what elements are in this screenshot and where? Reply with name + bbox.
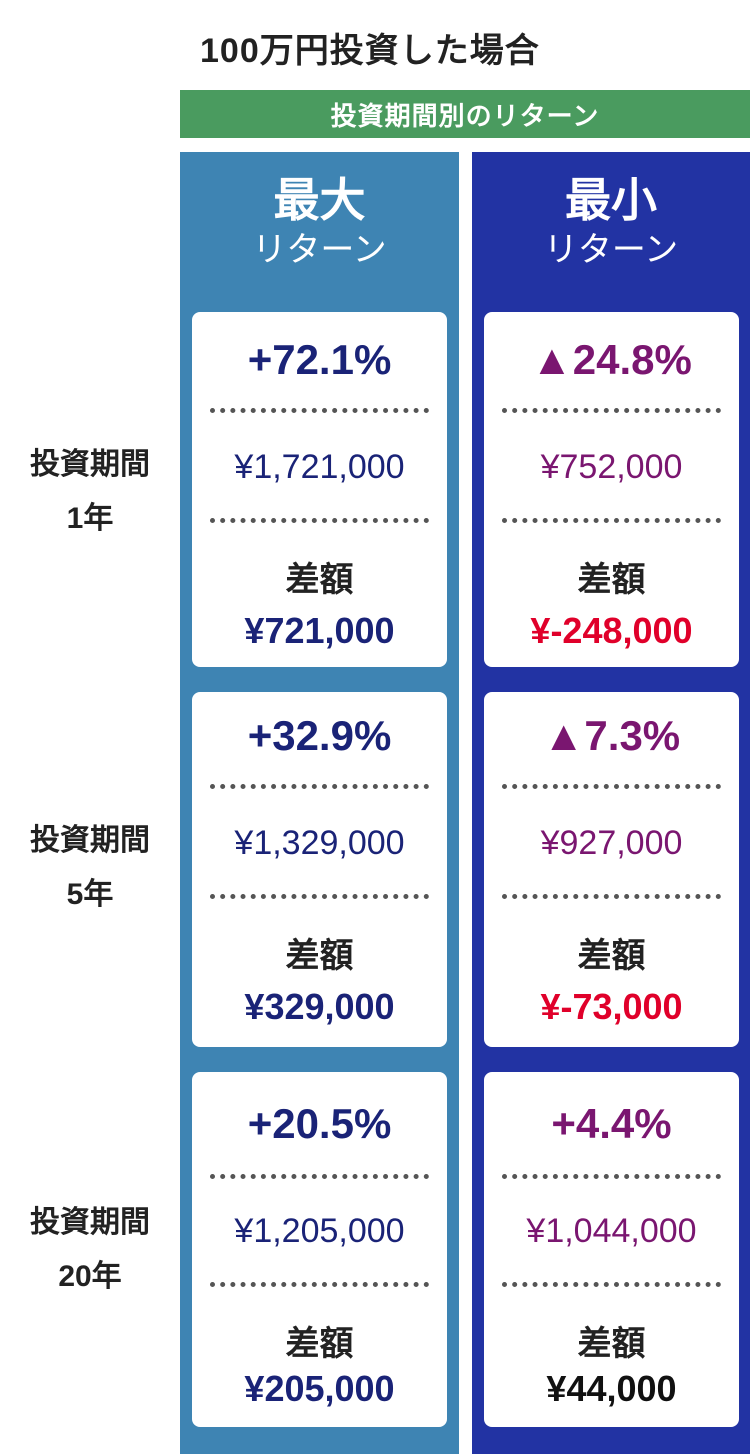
row-label-line2: 20年: [58, 1260, 122, 1293]
max-diff-5yr: ¥329,000: [244, 986, 395, 1027]
dotted-divider: [210, 408, 429, 413]
page-title: 100万円投資した場合: [200, 31, 540, 70]
dotted-divider: [502, 1174, 721, 1179]
dotted-divider: [210, 784, 429, 789]
dotted-divider: [502, 894, 721, 899]
min-column-title: 最小: [565, 174, 657, 226]
diff-label: 差額: [285, 1325, 354, 1363]
dotted-divider: [210, 894, 429, 899]
max-diff-20yr: ¥205,000: [244, 1368, 395, 1409]
max-return-column: 最大 リターン +72.1% ¥1,721,000 差額 ¥721,000 +3…: [180, 152, 459, 1454]
min-pct-1yr: ▲24.8%: [531, 336, 692, 383]
max-card-5yr: +32.9% ¥1,329,000 差額 ¥329,000: [192, 692, 447, 1047]
min-card-20yr: +4.4% ¥1,044,000 差額 ¥44,000: [484, 1072, 739, 1427]
min-diff-20yr: ¥44,000: [546, 1368, 677, 1409]
diff-label: 差額: [285, 937, 354, 975]
min-return-header: 最小 リターン: [472, 172, 750, 272]
max-amount-1yr: ¥1,721,000: [234, 448, 405, 486]
row-label-20yr: 投資期間 20年: [0, 1196, 180, 1304]
row-label-5yr: 投資期間 5年: [0, 814, 180, 922]
min-card-5yr: ▲7.3% ¥927,000 差額 ¥-73,000: [484, 692, 739, 1047]
diff-label: 差額: [285, 561, 354, 599]
section-banner: 投資期間別のリターン: [180, 90, 750, 138]
min-return-column: 最小 リターン ▲24.8% ¥752,000 差額 ¥-248,000 ▲7.…: [472, 152, 750, 1454]
min-amount-5yr: ¥927,000: [540, 824, 683, 862]
row-label-line2: 1年: [66, 502, 114, 535]
max-pct-5yr: +32.9%: [247, 712, 392, 759]
min-card-1yr: ▲24.8% ¥752,000 差額 ¥-248,000: [484, 312, 739, 667]
row-label-line2: 5年: [66, 878, 114, 911]
max-card-1yr: +72.1% ¥1,721,000 差額 ¥721,000: [192, 312, 447, 667]
max-card-20yr: +20.5% ¥1,205,000 差額 ¥205,000: [192, 1072, 447, 1427]
dotted-divider: [502, 408, 721, 413]
dotted-divider: [210, 518, 429, 523]
max-pct-1yr: +72.1%: [247, 336, 392, 383]
max-column-title: 最大: [273, 174, 366, 226]
row-label-line1: 投資期間: [30, 1206, 150, 1239]
dotted-divider: [502, 1282, 721, 1287]
min-pct-20yr: +4.4%: [551, 1100, 672, 1147]
min-diff-1yr: ¥-248,000: [530, 610, 693, 651]
min-diff-5yr: ¥-73,000: [540, 986, 683, 1027]
diff-label: 差額: [577, 561, 646, 599]
dotted-divider: [210, 1174, 429, 1179]
max-column-subtitle: リターン: [252, 231, 387, 269]
max-amount-5yr: ¥1,329,000: [234, 824, 405, 862]
dotted-divider: [502, 784, 721, 789]
min-amount-20yr: ¥1,044,000: [526, 1212, 697, 1250]
max-amount-20yr: ¥1,205,000: [234, 1212, 405, 1250]
dotted-divider: [502, 518, 721, 523]
max-return-header: 最大 リターン: [180, 172, 459, 272]
max-pct-20yr: +20.5%: [247, 1100, 392, 1147]
min-column-subtitle: リターン: [543, 231, 679, 269]
dotted-divider: [210, 1282, 429, 1287]
min-amount-1yr: ¥752,000: [540, 448, 683, 486]
row-label-1yr: 投資期間 1年: [0, 438, 180, 546]
max-diff-1yr: ¥721,000: [244, 610, 395, 651]
row-label-line1: 投資期間: [30, 824, 150, 857]
min-pct-5yr: ▲7.3%: [542, 712, 681, 759]
diff-label: 差額: [577, 1325, 646, 1363]
diff-label: 差額: [577, 937, 646, 975]
row-label-line1: 投資期間: [30, 448, 150, 481]
